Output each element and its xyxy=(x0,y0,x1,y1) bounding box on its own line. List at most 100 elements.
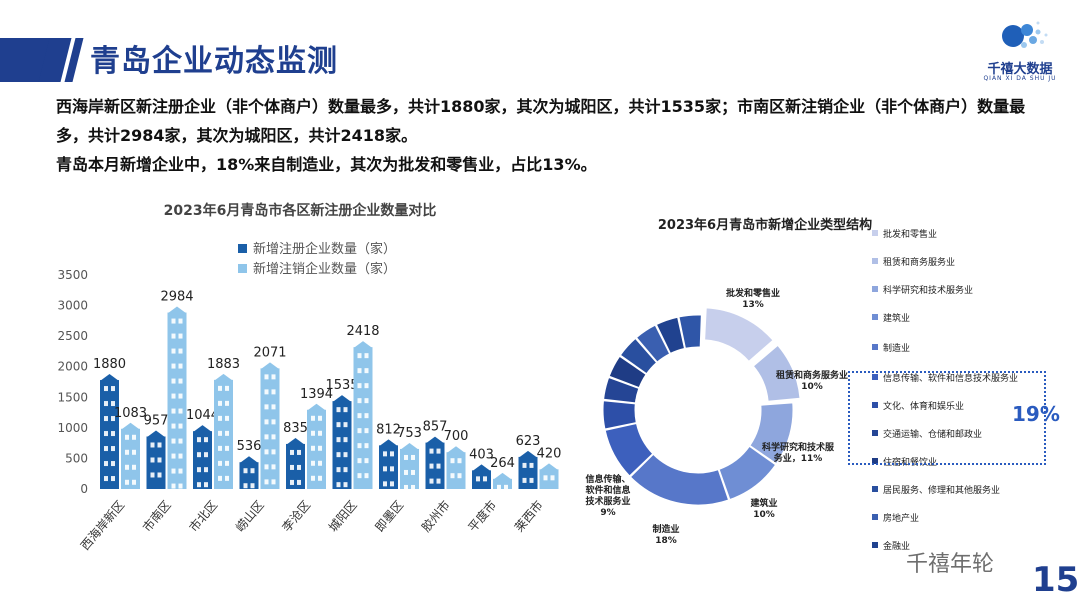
bar-value-label: 1535 xyxy=(325,378,358,393)
pie-callout-label: 制造业 xyxy=(652,523,679,535)
pie-slice xyxy=(619,337,658,375)
pie-legend-label: 房地产业 xyxy=(883,514,920,524)
bar-value-label: 957 xyxy=(144,413,169,428)
y-tick-label: 1500 xyxy=(57,390,88,404)
x-tick-label: 平度市 xyxy=(465,497,500,534)
bar-value-label: 753 xyxy=(397,426,422,441)
watermark: 千禧年轮 xyxy=(906,552,995,577)
legend-swatch xyxy=(872,344,878,350)
pie-legend-label: 建筑业 xyxy=(883,314,911,324)
highlight-box xyxy=(848,371,1046,465)
legend-swatch xyxy=(872,374,878,380)
bar-value-label: 2071 xyxy=(253,345,286,360)
pie-slice xyxy=(603,376,640,404)
bar-value-label: 1883 xyxy=(207,357,240,372)
bar-value-label: 2984 xyxy=(160,290,193,305)
bar-value-label: 1083 xyxy=(114,406,147,421)
pie-legend-item: 批发和零售业 xyxy=(872,230,1052,241)
bar-new xyxy=(100,374,119,489)
bar-chart: 0 500 1000 1500 2000 2500 3000 3500 1880 1083 西海岸新… xyxy=(57,270,562,553)
bar-new xyxy=(472,464,491,489)
pie-legend-label: 交通运输、仓储和邮政业 xyxy=(883,430,983,440)
legend-swatch xyxy=(872,514,878,520)
pie-slice xyxy=(749,402,794,465)
bar-value-label: 264 xyxy=(490,456,515,471)
bar-value-label: 403 xyxy=(469,447,494,462)
bar-new xyxy=(518,450,538,489)
pie-callout-label: 租赁和商务服务业 xyxy=(776,369,848,381)
legend-swatch xyxy=(872,458,878,464)
bar-cancel xyxy=(214,373,233,489)
pie-slice xyxy=(704,307,774,363)
pie-legend-label: 金融业 xyxy=(883,542,911,552)
pie-slice xyxy=(718,445,777,501)
bar-cancel xyxy=(353,341,373,489)
bar-value-label: 420 xyxy=(537,446,562,461)
pie-callout-label: 批发和零售业 xyxy=(726,287,780,299)
pie-slice xyxy=(752,344,801,402)
bar-value-label: 835 xyxy=(283,421,308,436)
pie-legend-label: 文化、体育和娱乐业 xyxy=(883,402,965,412)
legend-new: 新增注册企业数量（家） xyxy=(238,238,396,257)
legend-swatch xyxy=(872,430,878,436)
summary-line-1: 西海岸新区新注册企业（非个体商户）数量最多，共计1880家，其次为城阳区，共计1… xyxy=(56,97,1026,145)
pie-legend-item: 居民服务、修理和其他服务业 xyxy=(872,486,1052,497)
legend-swatch xyxy=(872,486,878,492)
pie-legend-item: 信息传输、软件和信息技术服务业 xyxy=(872,374,1052,385)
legend-new-label: 新增注册企业数量（家） xyxy=(253,242,397,257)
x-tick-label: 崂山区 xyxy=(233,498,267,535)
bar-cancel xyxy=(260,362,280,489)
pie-legend-item: 房地产业 xyxy=(872,514,1052,525)
bar-new xyxy=(146,430,166,489)
pie-callout-label: 9% xyxy=(600,508,615,518)
summary-line-2: 青岛本月新增企业中，18%来自制造业，其次为批发和零售业，占比13%。 xyxy=(56,155,597,174)
y-tick-label: 3000 xyxy=(57,299,88,313)
page-title: 青岛企业动态监测 xyxy=(90,44,338,79)
pie-legend-item: 金融业 xyxy=(872,542,1052,553)
bar-cancel xyxy=(539,463,559,489)
bar-value-label: 1394 xyxy=(300,387,333,402)
logo-subtitle: QIAN XI DA SHU JU xyxy=(983,75,1057,82)
pie-callout-label: 10% xyxy=(753,510,775,520)
pie-slice xyxy=(608,355,647,389)
legend-swatch xyxy=(872,286,878,292)
pie-legend-item: 租赁和商务服务业 xyxy=(872,258,1052,269)
pie-slice xyxy=(604,422,654,477)
bar-new xyxy=(239,456,259,489)
pie-callout-label: 建筑业 xyxy=(750,497,777,509)
legend-swatch xyxy=(872,314,878,320)
x-tick-label: 莱西市 xyxy=(511,497,546,534)
legend-swatch xyxy=(872,402,878,408)
logo-name: 千禧大数据 xyxy=(987,62,1053,77)
bar-value-label: 700 xyxy=(444,429,469,444)
pie-legend-item: 科学研究和技术服务业 xyxy=(872,286,1052,297)
x-tick-label: 即墨区 xyxy=(372,498,406,535)
bar-new xyxy=(332,395,352,489)
pie-callout-label: 13% xyxy=(742,300,764,310)
x-tick-label: 李沧区 xyxy=(279,497,314,534)
bar-new xyxy=(425,436,445,489)
page-number: 15 xyxy=(1032,560,1080,600)
pie-chart: 批发和零售业13%租赁和商务服务业10%科学研究和技术服务业，11%建筑业10%… xyxy=(585,287,848,546)
pie-callout-label: 10% xyxy=(801,382,823,392)
legend-swatch xyxy=(872,542,878,548)
y-tick-label: 500 xyxy=(65,451,88,465)
bar-chart-title: 2023年6月青岛市各区新注册企业数量对比 xyxy=(163,203,437,219)
bar-cancel xyxy=(121,422,140,489)
y-tick-label: 2500 xyxy=(57,329,88,343)
bar-cancel xyxy=(167,306,187,489)
y-tick-label: 0 xyxy=(80,482,88,496)
logo-dots-icon xyxy=(1002,21,1048,48)
pie-slice xyxy=(602,400,637,430)
bar-new xyxy=(193,425,212,489)
bar-cancel xyxy=(307,403,326,489)
pie-slice xyxy=(635,324,671,363)
pie-legend-label: 居民服务、修理和其他服务业 xyxy=(883,486,1001,496)
bar-cancel xyxy=(400,442,419,490)
bar-value-label: 536 xyxy=(237,439,262,454)
x-tick-label: 市北区 xyxy=(186,497,221,534)
summary-text: 西海岸新区新注册企业（非个体商户）数量最多，共计1880家，其次为城阳区，共计1… xyxy=(56,92,1046,179)
pie-callout-label: 科学研究和技术服 xyxy=(762,441,835,453)
pie-callout-label: 信息传输、 xyxy=(585,473,630,485)
pie-legend-item: 交通运输、仓储和邮政业 xyxy=(872,430,1052,441)
